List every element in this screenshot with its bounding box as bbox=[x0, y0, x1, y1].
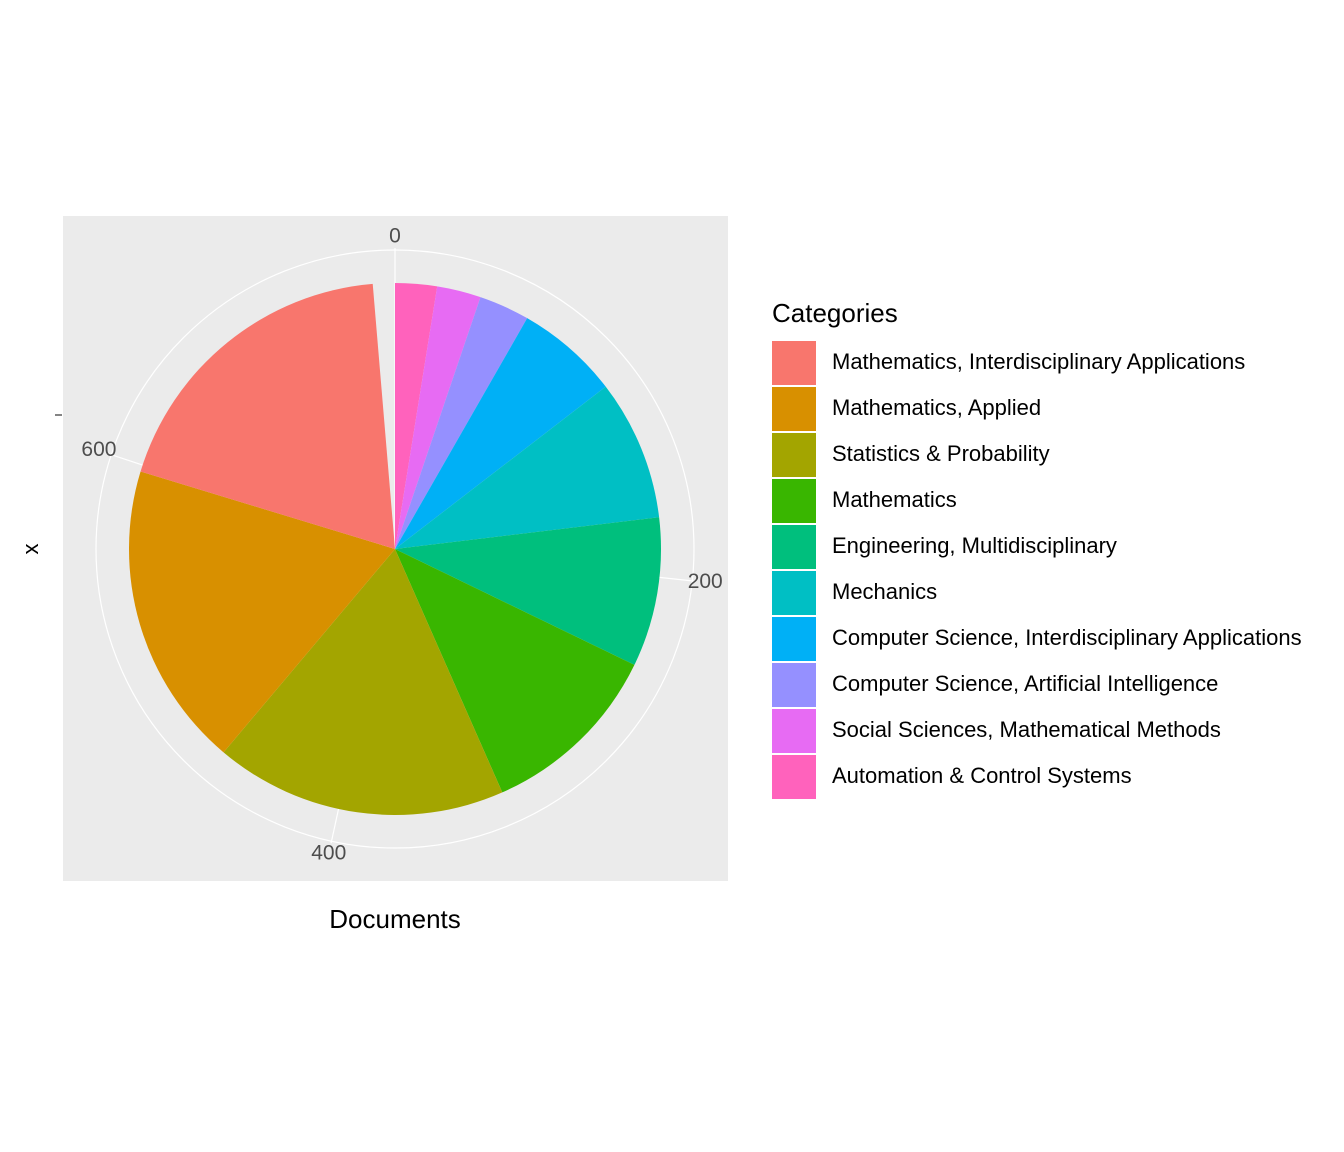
legend-key bbox=[772, 617, 816, 661]
legend-key bbox=[772, 709, 816, 753]
pie-slice bbox=[395, 517, 662, 665]
pie-slice bbox=[395, 297, 528, 549]
tick-label: 400 bbox=[311, 841, 346, 864]
legend-label: Computer Science, Interdisciplinary Appl… bbox=[832, 625, 1302, 650]
legend-label: Mathematics bbox=[832, 487, 957, 512]
legend-key bbox=[772, 387, 816, 431]
tick-labels: 0 200 400 600 bbox=[81, 225, 722, 865]
legend-label: Computer Science, Artificial Intelligenc… bbox=[832, 671, 1218, 696]
legend-label: Automation & Control Systems bbox=[832, 763, 1132, 788]
legend-key bbox=[772, 755, 816, 799]
legend-label: Mechanics bbox=[832, 579, 937, 604]
legend-items: Mathematics, Interdisciplinary Applicati… bbox=[772, 341, 1302, 799]
tick-label: 600 bbox=[81, 438, 116, 461]
legend-key bbox=[772, 663, 816, 707]
legend-title: Categories bbox=[772, 298, 898, 328]
pie-slice bbox=[395, 318, 606, 549]
slices-layer bbox=[129, 283, 662, 815]
legend-label: Mathematics, Interdisciplinary Applicati… bbox=[832, 349, 1245, 374]
legend-label: Mathematics, Applied bbox=[832, 395, 1041, 420]
y-axis-label: x bbox=[18, 544, 43, 555]
legend-key bbox=[772, 433, 816, 477]
legend-key bbox=[772, 341, 816, 385]
pie-slice bbox=[395, 386, 660, 549]
legend-key bbox=[772, 525, 816, 569]
pie-slice bbox=[129, 471, 395, 753]
legend-label: Statistics & Probability bbox=[832, 441, 1050, 466]
legend-label: Social Sciences, Mathematical Methods bbox=[832, 717, 1221, 742]
pie-slice bbox=[395, 286, 481, 549]
tick-label: 200 bbox=[688, 570, 723, 593]
legend-key bbox=[772, 571, 816, 615]
legend-key bbox=[772, 479, 816, 523]
pie-slice bbox=[395, 549, 635, 793]
legend: Categories Mathematics, Interdisciplinar… bbox=[772, 298, 1302, 799]
pie-slice bbox=[395, 283, 438, 549]
x-axis-label: Documents bbox=[329, 904, 461, 934]
tick-label: 0 bbox=[389, 225, 401, 248]
pie-slice bbox=[140, 283, 395, 549]
pie-slice bbox=[223, 549, 503, 815]
legend-label: Engineering, Multidisciplinary bbox=[832, 533, 1117, 558]
